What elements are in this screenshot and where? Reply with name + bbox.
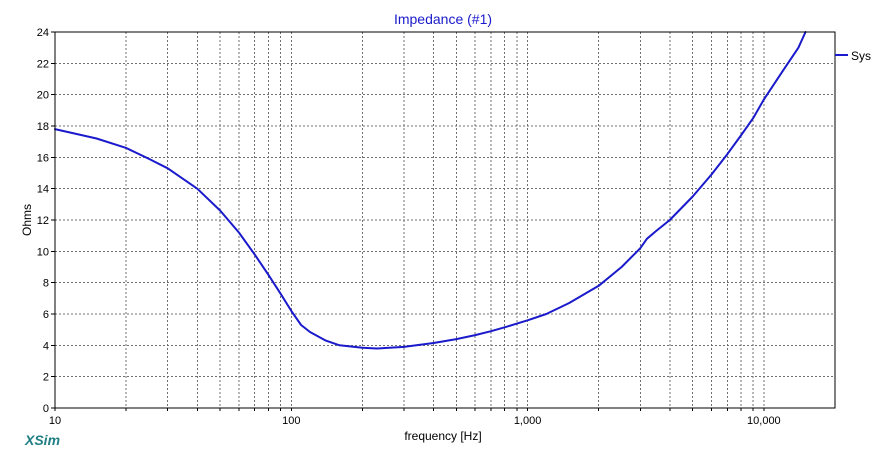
y-tick-label: 6: [43, 309, 49, 321]
x-axis-label: frequency [Hz]: [404, 429, 481, 443]
x-tick-label: 1,000: [514, 415, 542, 427]
y-tick-label: 4: [43, 340, 49, 352]
y-tick-label: 24: [37, 27, 49, 39]
y-tick-label: 10: [37, 246, 49, 258]
legend-label: Sys: [851, 49, 871, 63]
legend: Sys: [835, 49, 871, 63]
x-tick-label: 10,000: [747, 415, 781, 427]
y-tick-label: 0: [43, 403, 49, 415]
y-tick-label: 12: [37, 215, 49, 227]
y-tick-label: 14: [37, 184, 49, 196]
x-tick-label: 100: [282, 415, 300, 427]
y-axis-label: Ohms: [20, 204, 34, 236]
y-tick-label: 8: [43, 278, 49, 290]
chart-title: Impedance (#1): [394, 11, 492, 27]
plot-layer: [54, 31, 807, 350]
y-tick-label: 16: [37, 152, 49, 164]
series-line-sys: [54, 31, 807, 350]
y-tick-label: 20: [37, 90, 49, 102]
x-tick-label: 10: [49, 415, 61, 427]
y-tick-label: 22: [37, 58, 49, 70]
y-tick-label: 18: [37, 121, 49, 133]
y-tick-label: 2: [43, 372, 49, 384]
grid-layer: [55, 32, 835, 408]
xsim-logo: XSim: [24, 432, 60, 448]
